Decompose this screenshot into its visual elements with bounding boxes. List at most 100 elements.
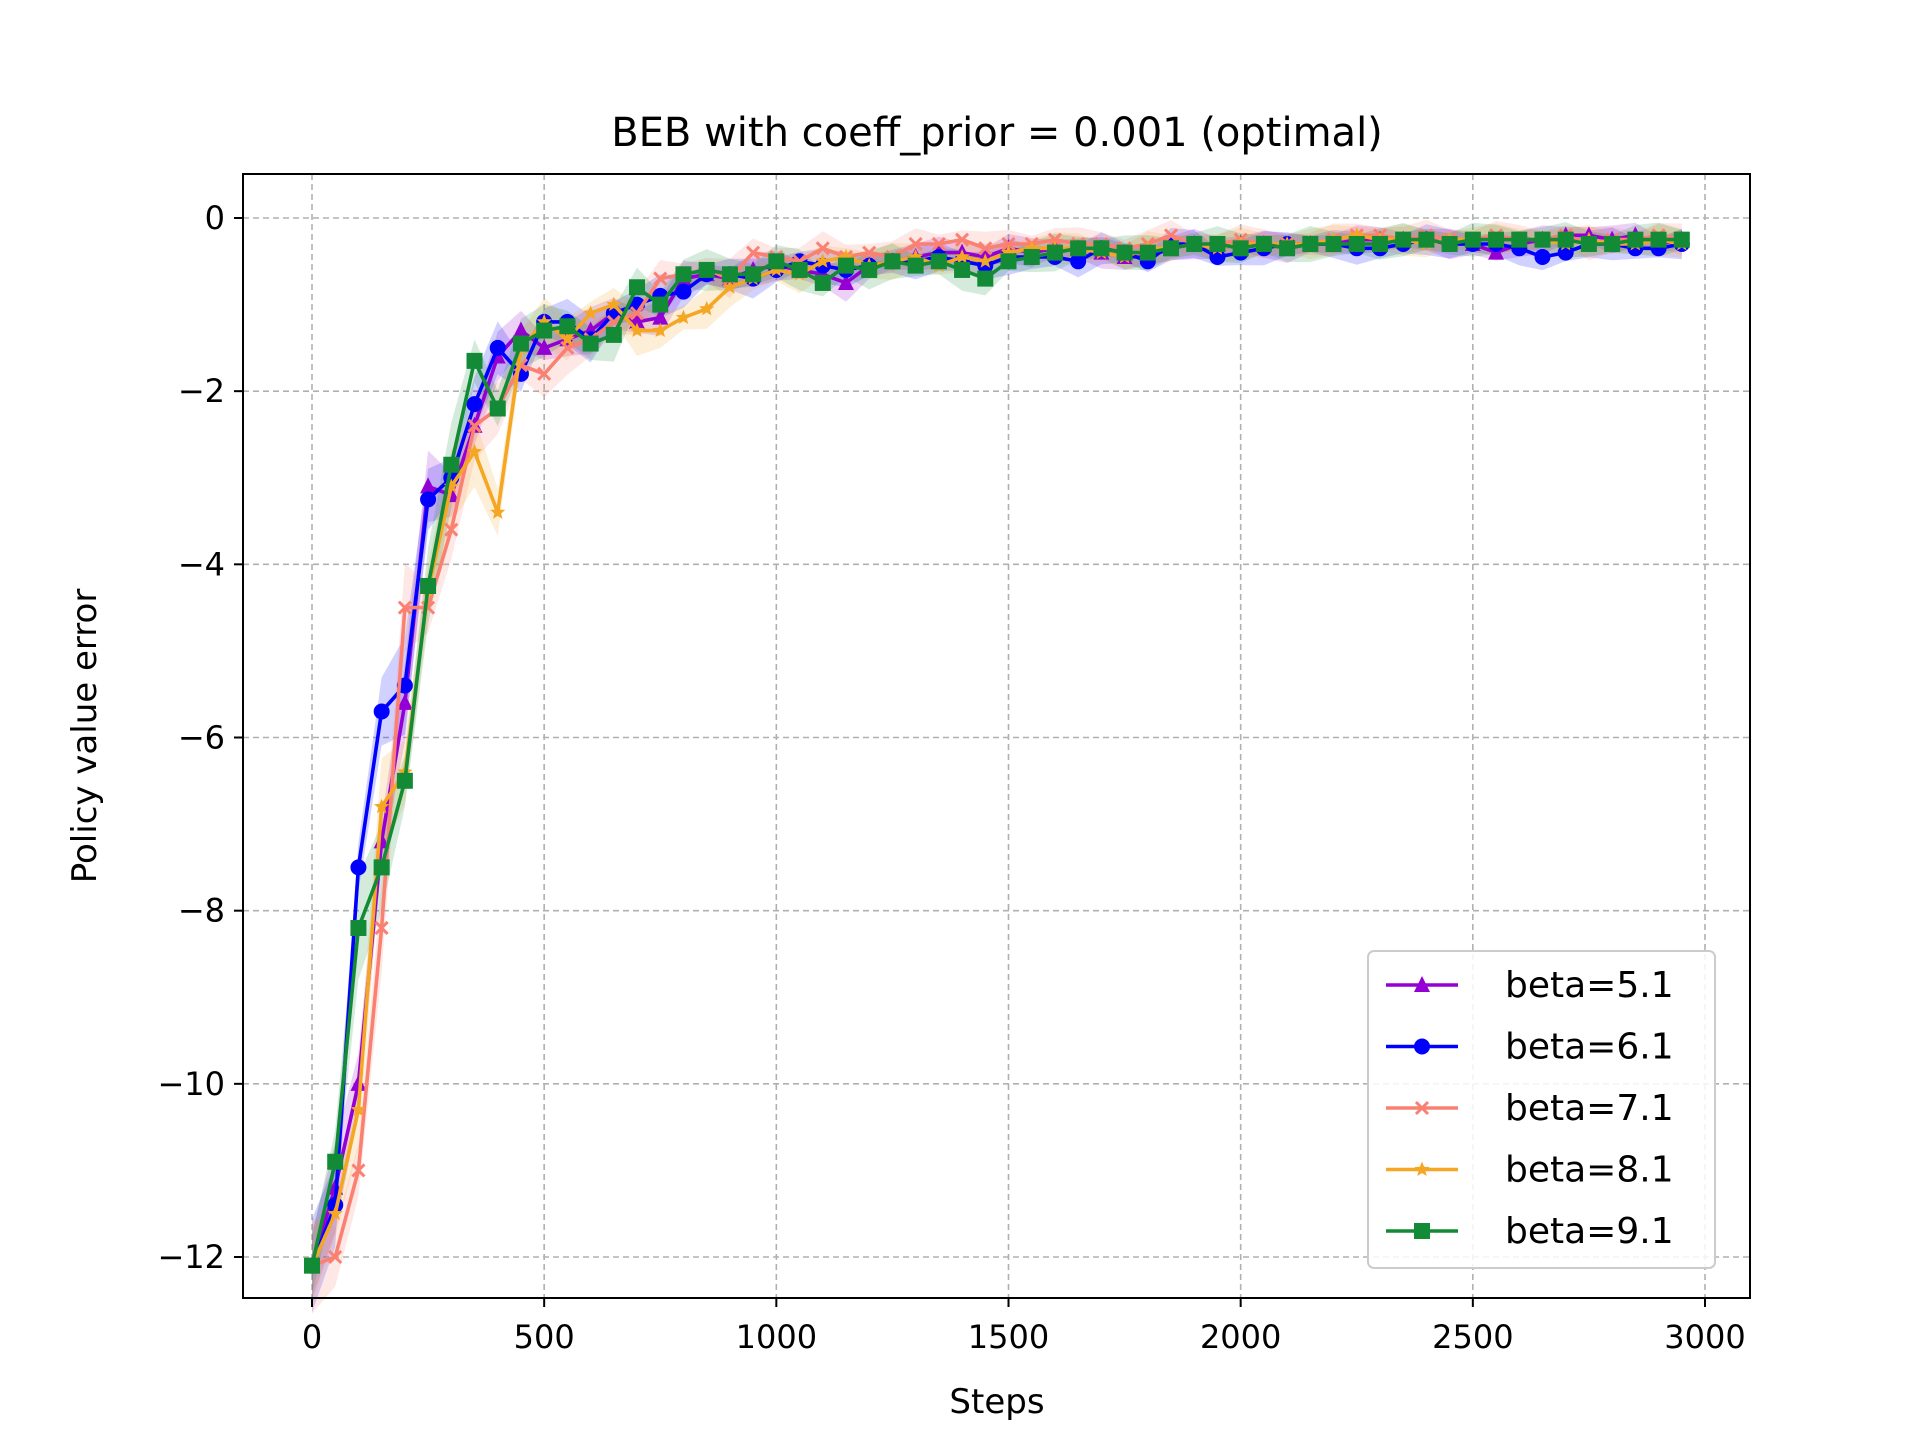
data-point (1302, 235, 1319, 252)
data-point (606, 296, 622, 312)
data-point (1348, 235, 1365, 252)
data-point (466, 396, 483, 413)
data-point (537, 366, 552, 381)
data-point (837, 257, 854, 274)
data-point (1627, 231, 1644, 248)
legend-swatch-marker (1414, 1161, 1430, 1176)
data-point (1001, 236, 1016, 252)
data-point (675, 283, 692, 300)
data-point (1047, 232, 1062, 247)
legend-swatch-marker (1414, 1100, 1430, 1116)
data-point (629, 279, 646, 296)
data-point (512, 321, 529, 338)
data-point (652, 322, 668, 337)
data-point (1580, 235, 1597, 252)
data-point (1093, 240, 1110, 257)
data-point (327, 1153, 344, 1170)
legend-item-beta=9.1: beta=9.1 (1386, 1211, 1674, 1252)
data-point (814, 274, 831, 291)
data-point (954, 261, 971, 278)
data-point (466, 443, 483, 459)
y-axis-title: Policy value error (65, 589, 105, 884)
data-point (1163, 240, 1180, 257)
data-point (1279, 240, 1296, 257)
legend-label: beta=7.1 (1505, 1088, 1674, 1129)
legend-label: beta=6.1 (1505, 1027, 1674, 1068)
data-point (1395, 231, 1412, 248)
data-point (675, 309, 692, 324)
data-point (1000, 253, 1017, 270)
data-point (1116, 244, 1133, 261)
data-point (1163, 228, 1179, 243)
data-point (350, 919, 367, 936)
x-tick-label: 500 (514, 1318, 575, 1356)
axes: 0 500 1000 1500 2000 2500 3000 0 −2 −4 −6 −8 −10 −12 (157, 199, 1745, 1356)
y-tick-label: −12 (157, 1238, 225, 1276)
data-point (350, 859, 367, 876)
x-tick-label: 1500 (968, 1318, 1049, 1356)
data-point (861, 261, 878, 278)
data-point (373, 703, 390, 720)
legend-swatch-marker (1414, 1223, 1430, 1239)
data-point (745, 266, 762, 283)
x-tick-label: 1000 (736, 1318, 817, 1356)
data-point (489, 400, 506, 417)
data-point (977, 270, 994, 287)
data-point (328, 1249, 343, 1265)
data-point (1070, 240, 1087, 257)
data-point (930, 253, 947, 270)
legend-label: beta=9.1 (1505, 1211, 1674, 1252)
legend-item-beta=5.1: beta=5.1 (1386, 965, 1674, 1006)
data-point (1209, 235, 1226, 252)
data-point (653, 271, 668, 286)
data-point (583, 305, 599, 320)
data-point (978, 241, 993, 256)
data-point (420, 491, 437, 508)
data-point (1349, 227, 1365, 242)
data-point (443, 478, 459, 493)
data-point (536, 322, 553, 339)
data-point (374, 920, 389, 936)
data-point (629, 322, 645, 337)
data-point (721, 266, 738, 283)
data-point (351, 1163, 366, 1178)
data-point (1534, 231, 1551, 248)
data-point (396, 772, 413, 789)
data-point (304, 1257, 320, 1274)
x-tick-label: 3000 (1664, 1318, 1745, 1356)
data-point (1511, 231, 1528, 248)
legend-label: beta=8.1 (1505, 1150, 1674, 1191)
data-point (699, 300, 715, 316)
data-point (908, 236, 923, 252)
data-point (838, 249, 854, 264)
data-point (443, 456, 460, 473)
data-point (815, 253, 831, 268)
data-point (1046, 244, 1063, 261)
series-lines (304, 226, 1690, 1274)
data-point (722, 279, 738, 294)
data-point (1557, 231, 1574, 248)
data-point (1464, 231, 1481, 248)
data-point (652, 308, 669, 325)
series-beta=9.1 (304, 231, 1690, 1274)
data-point (1232, 240, 1249, 257)
data-point (374, 798, 390, 814)
data-point (373, 859, 390, 876)
data-point (1604, 235, 1621, 252)
legend: beta=5.1 beta=6.1 beta=7.1 beta=8.1 beta=9.1 (1367, 950, 1716, 1269)
legend-swatch-marker (1414, 976, 1430, 992)
data-point (397, 600, 412, 615)
data-point (1325, 235, 1342, 252)
data-point (1139, 244, 1156, 261)
data-point (907, 257, 924, 274)
y-tick-label: −4 (178, 545, 225, 583)
legend-swatch-marker (1414, 1038, 1430, 1055)
data-point (791, 261, 808, 278)
data-point (1255, 235, 1272, 252)
data-point (605, 326, 622, 343)
legend-item-beta=7.1: beta=7.1 (1386, 1088, 1674, 1129)
data-point (1024, 240, 1040, 255)
data-point (1000, 244, 1017, 260)
data-point (1070, 253, 1087, 270)
